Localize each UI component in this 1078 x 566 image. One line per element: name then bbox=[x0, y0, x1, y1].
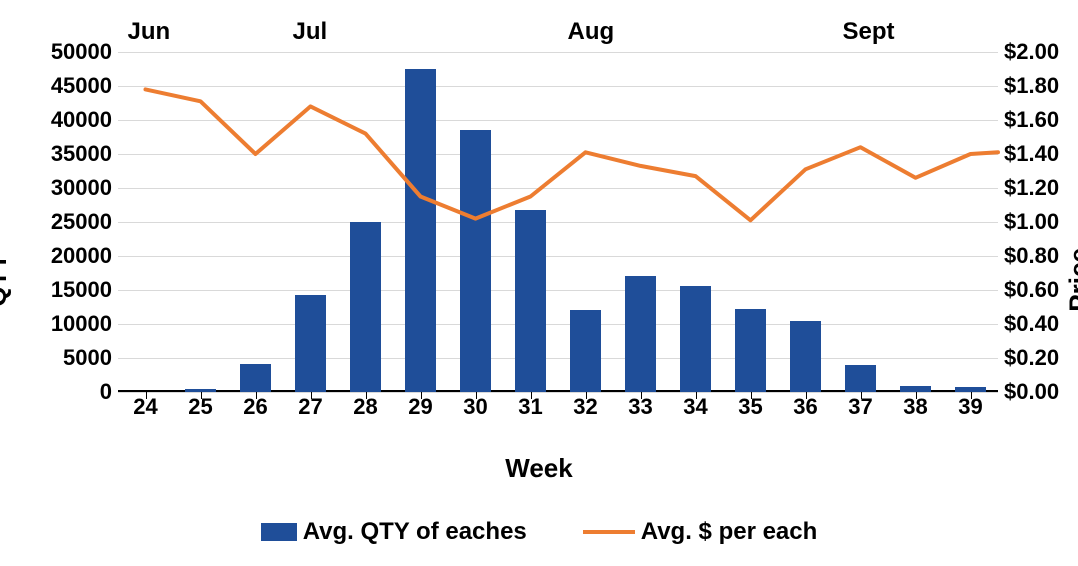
x-tick bbox=[256, 392, 257, 399]
x-axis-title: Week bbox=[505, 453, 572, 484]
y-left-tick-label: 40000 bbox=[0, 107, 112, 133]
y-left-tick-label: 0 bbox=[0, 379, 112, 405]
month-label: Sept bbox=[843, 18, 895, 46]
y-right-tick-labels: $0.00$0.20$0.40$0.60$0.80$1.00$1.20$1.40… bbox=[1004, 52, 1078, 392]
month-label: Jul bbox=[293, 18, 328, 46]
x-tick-labels: 24252627282930313233343536373839 bbox=[118, 394, 998, 424]
y-right-tick-label: $1.60 bbox=[1004, 107, 1078, 133]
y-left-tick-label: 5000 bbox=[0, 345, 112, 371]
y-left-tick-label: 15000 bbox=[0, 277, 112, 303]
y-right-tick-label: $1.40 bbox=[1004, 141, 1078, 167]
y-left-tick-label: 30000 bbox=[0, 175, 112, 201]
x-tick bbox=[641, 392, 642, 399]
y-left-tick-labels: 0500010000150002000025000300003500040000… bbox=[0, 52, 112, 392]
y-left-tick-label: 10000 bbox=[0, 311, 112, 337]
month-label: Jun bbox=[128, 18, 171, 46]
x-tick bbox=[916, 392, 917, 399]
y-right-axis-title: Price bbox=[1064, 248, 1078, 312]
legend-item-line: Avg. $ per each bbox=[583, 518, 818, 546]
y-right-tick-label: $0.40 bbox=[1004, 311, 1078, 337]
y-left-tick-label: 35000 bbox=[0, 141, 112, 167]
gridline bbox=[118, 392, 998, 393]
x-tick bbox=[971, 392, 972, 399]
month-labels: Jun Jul Aug Sept bbox=[0, 18, 1078, 48]
line-series bbox=[118, 52, 998, 392]
legend-swatch-line-icon bbox=[583, 530, 635, 534]
x-tick bbox=[201, 392, 202, 399]
y-left-axis-title: QTY bbox=[0, 253, 13, 306]
x-tick bbox=[366, 392, 367, 399]
y-left-tick-label: 45000 bbox=[0, 73, 112, 99]
price-line bbox=[146, 89, 999, 220]
y-left-tick-label: 20000 bbox=[0, 243, 112, 269]
plot-area bbox=[118, 52, 998, 392]
y-right-tick-label: $2.00 bbox=[1004, 39, 1078, 65]
month-label: Aug bbox=[568, 18, 615, 46]
y-right-tick-label: $1.00 bbox=[1004, 209, 1078, 235]
x-tick bbox=[586, 392, 587, 399]
legend-swatch-bar-icon bbox=[261, 523, 297, 541]
x-tick bbox=[861, 392, 862, 399]
x-tick bbox=[146, 392, 147, 399]
legend-item-bar: Avg. QTY of eaches bbox=[261, 518, 527, 546]
y-right-tick-label: $0.20 bbox=[1004, 345, 1078, 371]
x-tick bbox=[751, 392, 752, 399]
x-tick bbox=[311, 392, 312, 399]
y-left-tick-label: 50000 bbox=[0, 39, 112, 65]
y-right-tick-label: $1.80 bbox=[1004, 73, 1078, 99]
x-tick bbox=[476, 392, 477, 399]
x-tick bbox=[696, 392, 697, 399]
x-tick bbox=[421, 392, 422, 399]
x-tick bbox=[531, 392, 532, 399]
y-right-tick-label: $0.00 bbox=[1004, 379, 1078, 405]
combo-chart: Jun Jul Aug Sept 0 5000 10000 15000 20000 25000 3… bbox=[0, 0, 1078, 566]
legend: Avg. QTY of eaches Avg. $ per each bbox=[0, 518, 1078, 546]
legend-label-line: Avg. $ per each bbox=[641, 518, 818, 546]
legend-label-bar: Avg. QTY of eaches bbox=[303, 518, 527, 546]
x-tick bbox=[806, 392, 807, 399]
y-right-tick-label: $1.20 bbox=[1004, 175, 1078, 201]
y-left-tick-label: 25000 bbox=[0, 209, 112, 235]
